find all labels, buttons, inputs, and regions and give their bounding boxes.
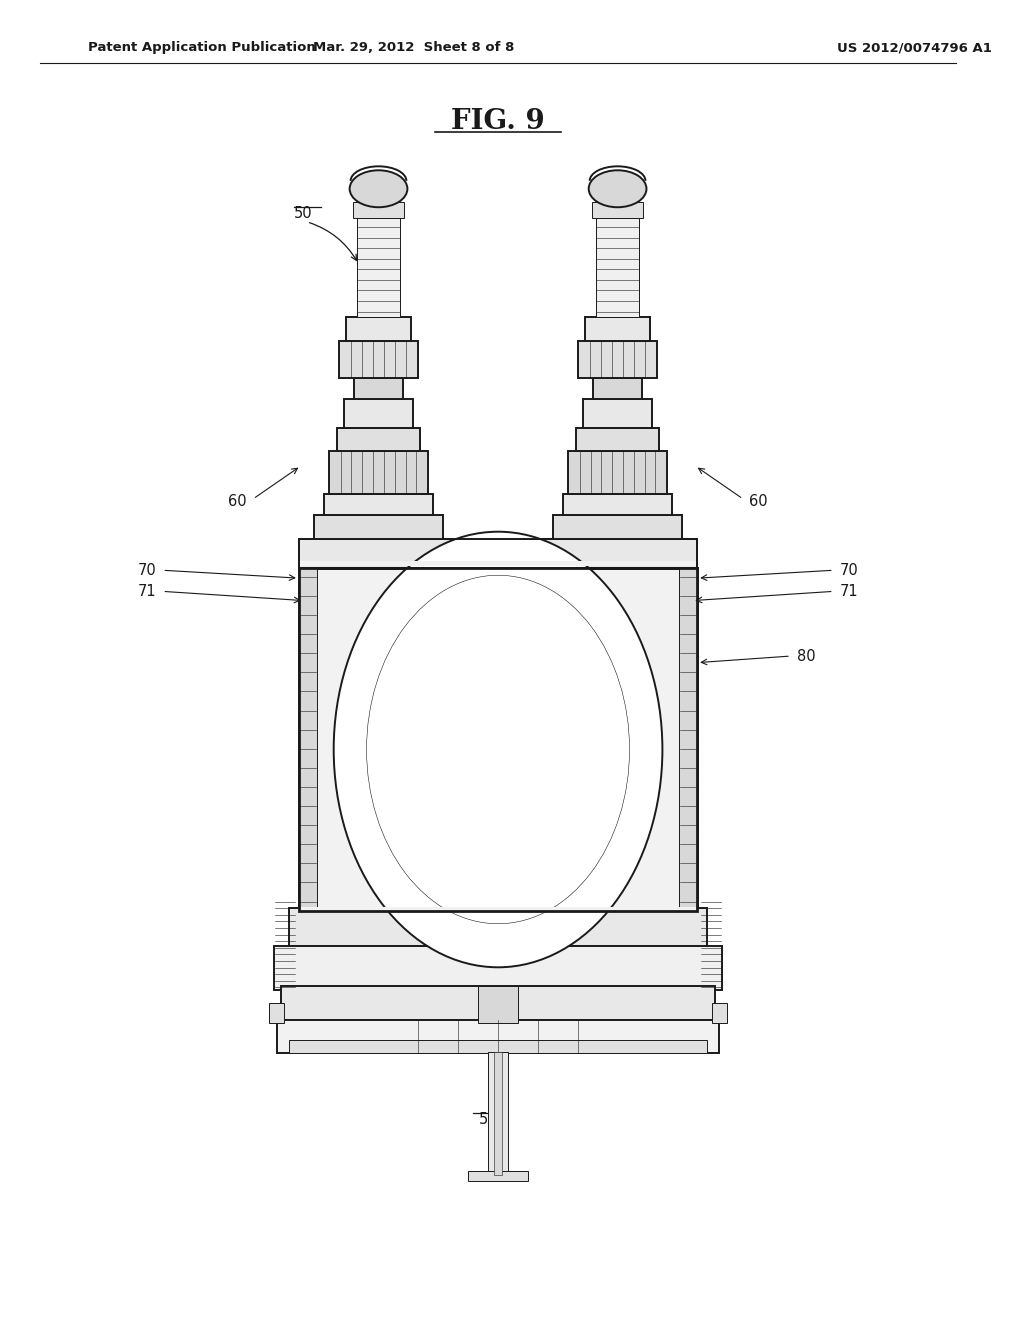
Bar [593, 378, 642, 399]
Bar [583, 399, 652, 428]
Text: 71: 71 [840, 583, 858, 599]
Bar [344, 399, 414, 428]
Bar [563, 494, 673, 515]
Bar [592, 202, 643, 218]
Bar [578, 341, 657, 378]
Bar [299, 568, 316, 911]
Bar [488, 1052, 508, 1175]
Bar [324, 494, 433, 515]
Text: 80: 80 [797, 648, 815, 664]
Bar [299, 561, 697, 566]
Circle shape [334, 532, 663, 968]
Bar [299, 568, 697, 911]
Bar [276, 1020, 719, 1053]
Circle shape [367, 576, 630, 924]
Text: Patent Application Publication: Patent Application Publication [88, 41, 315, 54]
Bar [313, 515, 443, 539]
Bar [473, 908, 523, 950]
Text: 60: 60 [228, 494, 247, 510]
Bar [575, 428, 659, 451]
Ellipse shape [589, 170, 646, 207]
Bar [713, 1003, 727, 1023]
Bar [289, 1040, 708, 1053]
Text: 51: 51 [479, 1111, 498, 1127]
Bar [339, 341, 419, 378]
Text: 71: 71 [138, 583, 157, 599]
Bar [476, 539, 520, 911]
Bar [299, 568, 697, 911]
Text: 50: 50 [294, 206, 312, 222]
Text: 70: 70 [840, 562, 858, 578]
Bar [494, 1052, 502, 1175]
Text: 70: 70 [137, 562, 157, 578]
Bar [567, 451, 668, 494]
Bar [299, 539, 697, 568]
Bar [352, 202, 404, 218]
Bar [289, 908, 708, 950]
Bar [299, 544, 697, 568]
Text: 60: 60 [750, 494, 768, 510]
Bar [281, 986, 715, 1023]
Bar [329, 451, 428, 494]
Bar [346, 317, 412, 341]
Bar [356, 218, 400, 317]
Bar [478, 986, 518, 1023]
Bar [488, 539, 508, 911]
Bar [353, 378, 403, 399]
Bar [269, 1003, 284, 1023]
Ellipse shape [349, 170, 408, 207]
Bar [596, 218, 640, 317]
Bar [516, 539, 697, 568]
Bar [468, 1171, 528, 1181]
Bar [337, 428, 421, 451]
Text: US 2012/0074796 A1: US 2012/0074796 A1 [837, 41, 991, 54]
Bar [553, 515, 682, 539]
Bar [585, 317, 650, 341]
Text: Mar. 29, 2012  Sheet 8 of 8: Mar. 29, 2012 Sheet 8 of 8 [312, 41, 514, 54]
Bar [274, 946, 722, 990]
Bar [679, 568, 697, 911]
Bar [299, 907, 697, 912]
Bar [299, 539, 480, 568]
Text: FIG. 9: FIG. 9 [452, 108, 545, 135]
